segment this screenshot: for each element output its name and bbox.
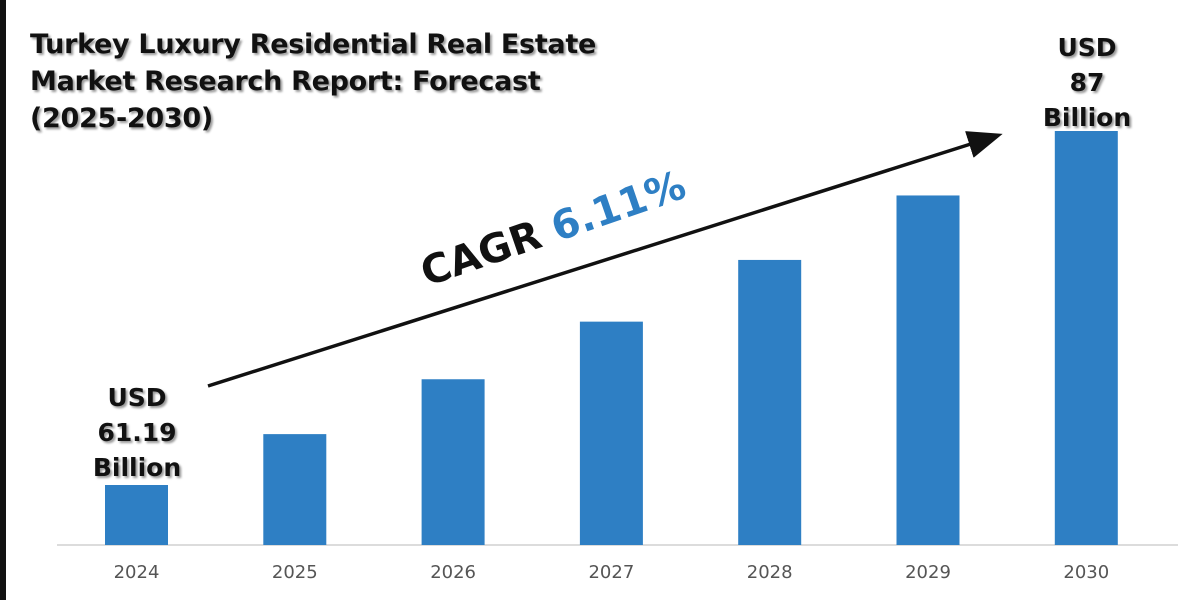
x-tick-label: 2030 [1063,562,1109,583]
label-line: 61.19 [97,418,177,447]
label-line: Billion [1042,103,1132,132]
chart-title: Turkey Luxury Residential Real Estate Ma… [30,26,596,137]
bar-2024 [105,485,168,545]
x-tick-label: 2027 [588,562,634,583]
bar-2027 [579,321,643,545]
left-border [0,0,6,600]
x-tick-label: 2029 [905,562,951,583]
title-line: Market Research Report: Forecast [30,66,541,97]
label-line: USD [1057,33,1117,62]
end-value-label: USD 87 Billion [1032,30,1142,135]
title-line: Turkey Luxury Residential Real Estate [30,29,596,60]
x-tick-label: 2024 [114,562,160,583]
bar-2030 [1054,131,1118,545]
x-tick-label: 2025 [272,562,318,583]
bar-2028 [738,259,802,545]
label-line: USD [107,383,167,412]
x-tick-label: 2028 [747,562,793,583]
bar-2026 [421,379,485,545]
x-tick-label: 2026 [430,562,476,583]
bar-2029 [896,195,960,545]
start-value-label: USD 61.19 Billion [82,380,192,485]
bar-2025 [263,434,327,545]
growth-arrow [207,131,1003,388]
label-line: Billion [92,453,182,482]
title-line: (2025-2030) [30,103,213,134]
label-line: 87 [1069,68,1105,97]
